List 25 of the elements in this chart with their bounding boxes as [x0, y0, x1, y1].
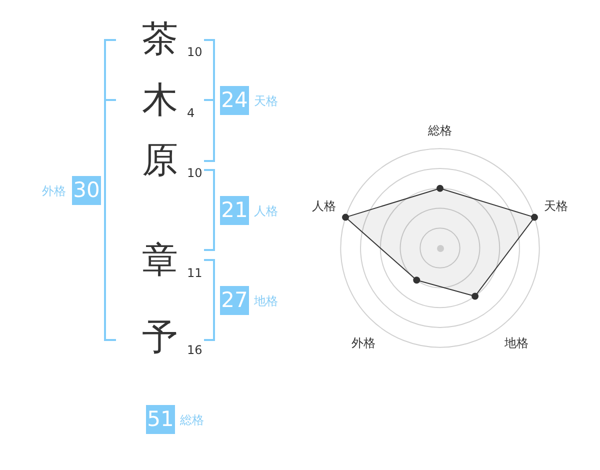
spoke-label: 地格	[503, 336, 528, 350]
category-label: 予	[141, 317, 179, 358]
text: 地格	[254, 294, 278, 308]
category-label: 茶	[141, 19, 179, 60]
text: 外格	[42, 184, 66, 198]
category-label: 原	[141, 140, 179, 181]
spoke-label: 天格	[544, 199, 568, 214]
data-label: 10	[187, 166, 202, 180]
text: 総格	[180, 413, 204, 427]
text: 21	[220, 196, 249, 225]
text: 51	[146, 405, 175, 434]
text: 27	[220, 286, 249, 315]
data-label: 10	[187, 45, 202, 59]
category-label: 木	[141, 80, 179, 121]
data-label: 11	[187, 266, 202, 280]
category-label: 章	[141, 240, 179, 281]
text: 30	[72, 176, 101, 205]
data-label: 16	[187, 343, 202, 357]
text: 天格	[254, 94, 278, 108]
spoke-label: 外格	[352, 336, 376, 350]
text: 人格	[254, 204, 278, 218]
data-label: 4	[187, 106, 195, 120]
text: 24	[220, 86, 249, 115]
spoke-label: 人格	[312, 199, 336, 214]
spoke-label: 総格	[427, 124, 452, 138]
